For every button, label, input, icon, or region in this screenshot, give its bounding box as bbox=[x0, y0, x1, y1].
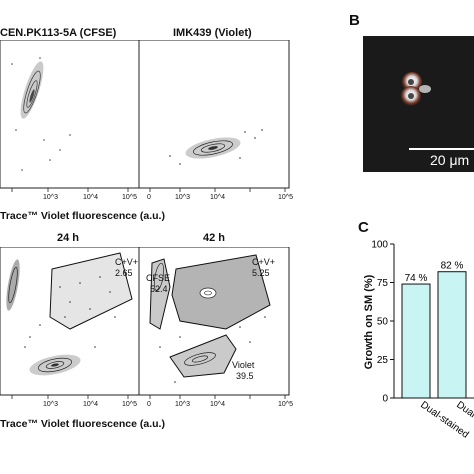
42h-cv-value: 5.25 bbox=[252, 268, 270, 278]
y-tick-label: 25 bbox=[377, 355, 389, 366]
tick-label: 10^3 bbox=[175, 401, 190, 408]
bar bbox=[437, 271, 467, 399]
bar-data-label: 82 % bbox=[441, 261, 464, 272]
bar bbox=[401, 283, 431, 399]
y-tick-label: 75 bbox=[377, 278, 389, 289]
top-flow-plots bbox=[0, 40, 290, 192]
scale-bar-label: 20 μm bbox=[430, 152, 470, 168]
tick-label: 10^3 bbox=[175, 194, 190, 201]
tick-label: 10^5 bbox=[122, 194, 137, 201]
24h-violet-population bbox=[29, 354, 81, 376]
tick-label: 10^5 bbox=[278, 194, 293, 201]
top-right-population bbox=[169, 129, 263, 165]
panel-c-letter: C bbox=[358, 219, 369, 236]
42h-violet-gate bbox=[169, 334, 237, 378]
42h-violet-label: Violet bbox=[232, 360, 255, 370]
y-tick-label: 0 bbox=[382, 394, 388, 405]
tick-label: 10^3 bbox=[43, 194, 58, 201]
bottom-left-plot-title: 24 h bbox=[57, 232, 80, 244]
tick-label: 10^4 bbox=[210, 401, 225, 408]
24h-cv-gate bbox=[49, 252, 133, 330]
42h-cv-label: C+V+ bbox=[252, 257, 276, 267]
top-left-population bbox=[11, 57, 71, 171]
microscopy-cells bbox=[401, 72, 431, 106]
bottom-x-axis-label: Trace™ Violet fluorescence (a.u.) bbox=[0, 418, 165, 430]
tick-label: 10^3 bbox=[43, 401, 58, 408]
tick-label: 10^4 bbox=[210, 194, 225, 201]
top-left-plot-title: CEN.PK113-5A (CFSE) bbox=[0, 27, 117, 39]
y-tick-label: 100 bbox=[371, 240, 388, 251]
top-right-plot-frame bbox=[138, 40, 290, 189]
24h-cv-label: C+V+ bbox=[115, 257, 139, 267]
top-right-plot-title: IMK439 (Violet) bbox=[173, 27, 252, 39]
bottom-flow-plots bbox=[0, 247, 290, 399]
top-x-axis-label: Trace™ Violet fluorescence (a.u.) bbox=[0, 210, 165, 222]
x-category-label: Dual- bbox=[454, 399, 474, 422]
tick-label: 10^5 bbox=[122, 401, 137, 408]
tick-label: 10^4 bbox=[83, 194, 98, 201]
bar-data-label: 74 % bbox=[405, 273, 428, 284]
bottom-right-plot-frame bbox=[138, 247, 290, 396]
42h-cfse-value: 52.4 bbox=[150, 284, 168, 294]
y-tick-label: 50 bbox=[377, 317, 389, 328]
microscopy-image: 20 μm bbox=[363, 36, 474, 172]
42h-cfse-label: CFSE bbox=[146, 273, 171, 283]
42h-cfse-gate bbox=[149, 258, 171, 330]
scale-bar bbox=[409, 148, 474, 150]
tick-label: 10^4 bbox=[83, 401, 98, 408]
panel-b-letter: B bbox=[349, 12, 360, 29]
24h-cv-value: 2.65 bbox=[115, 268, 133, 278]
tick-label: 0 bbox=[147, 401, 151, 408]
42h-cv-gate bbox=[171, 254, 271, 330]
tick-label: 10^5 bbox=[278, 401, 293, 408]
bottom-right-plot-title: 42 h bbox=[203, 232, 226, 244]
42h-violet-value: 39.5 bbox=[236, 371, 254, 381]
24h-cfse-population bbox=[6, 259, 20, 311]
tick-label: 0 bbox=[147, 194, 151, 201]
